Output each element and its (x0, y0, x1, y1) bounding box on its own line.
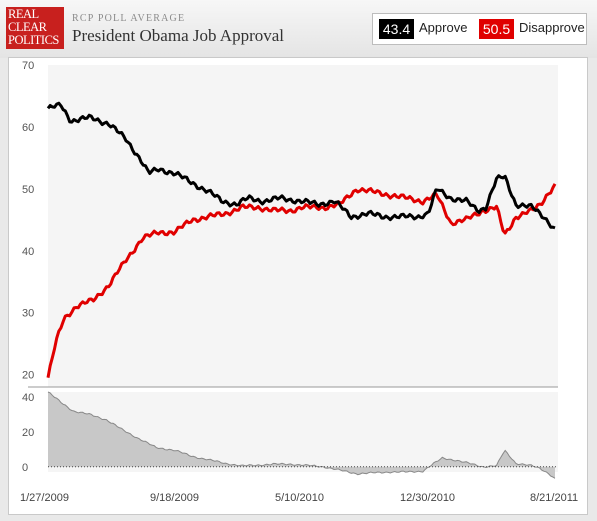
spread-area (48, 392, 555, 479)
y-tick-label: 50 (22, 184, 34, 196)
y-tick-label: 30 (22, 308, 34, 320)
spread-y-tick-label: 20 (22, 427, 34, 439)
spread-line (47, 391, 556, 479)
approve-line (46, 101, 556, 230)
disapprove-line (46, 183, 557, 378)
main-plot-background (48, 65, 558, 387)
rcp-logo[interactable]: REAL CLEAR POLITICS (6, 7, 64, 49)
logo-line: CLEAR (8, 20, 47, 34)
y-tick-label: 70 (22, 60, 34, 72)
disapprove-value-badge: 50.5 (479, 19, 514, 39)
disapprove-legend-label: Disapprove (519, 20, 585, 35)
x-tick-label: 5/10/2010 (275, 492, 324, 504)
logo-line: POLITICS (8, 33, 59, 47)
header-bar: REAL CLEAR POLITICS RCP POLL AVERAGE Pre… (0, 0, 597, 58)
y-tick-label: 60 (22, 122, 34, 134)
x-tick-label: 1/27/2009 (20, 492, 69, 504)
x-tick-label: 8/21/2011 (530, 492, 578, 504)
x-tick-label: 9/18/2009 (150, 492, 199, 504)
spread-y-tick-label: 0 (22, 462, 28, 474)
logo-line: REAL (8, 7, 39, 21)
page-title: President Obama Job Approval (72, 26, 284, 45)
approve-legend-label: Approve (419, 20, 468, 35)
poll-average-kicker: RCP POLL AVERAGE (72, 13, 186, 24)
chart-legend: 43.4 Approve 50.5 Disapprove (372, 13, 587, 45)
approve-value-badge: 43.4 (379, 19, 414, 39)
y-tick-label: 20 (22, 370, 34, 382)
y-tick-label: 40 (22, 246, 34, 258)
spread-y-tick-label: 40 (22, 392, 34, 404)
x-tick-label: 12/30/2010 (400, 492, 455, 504)
